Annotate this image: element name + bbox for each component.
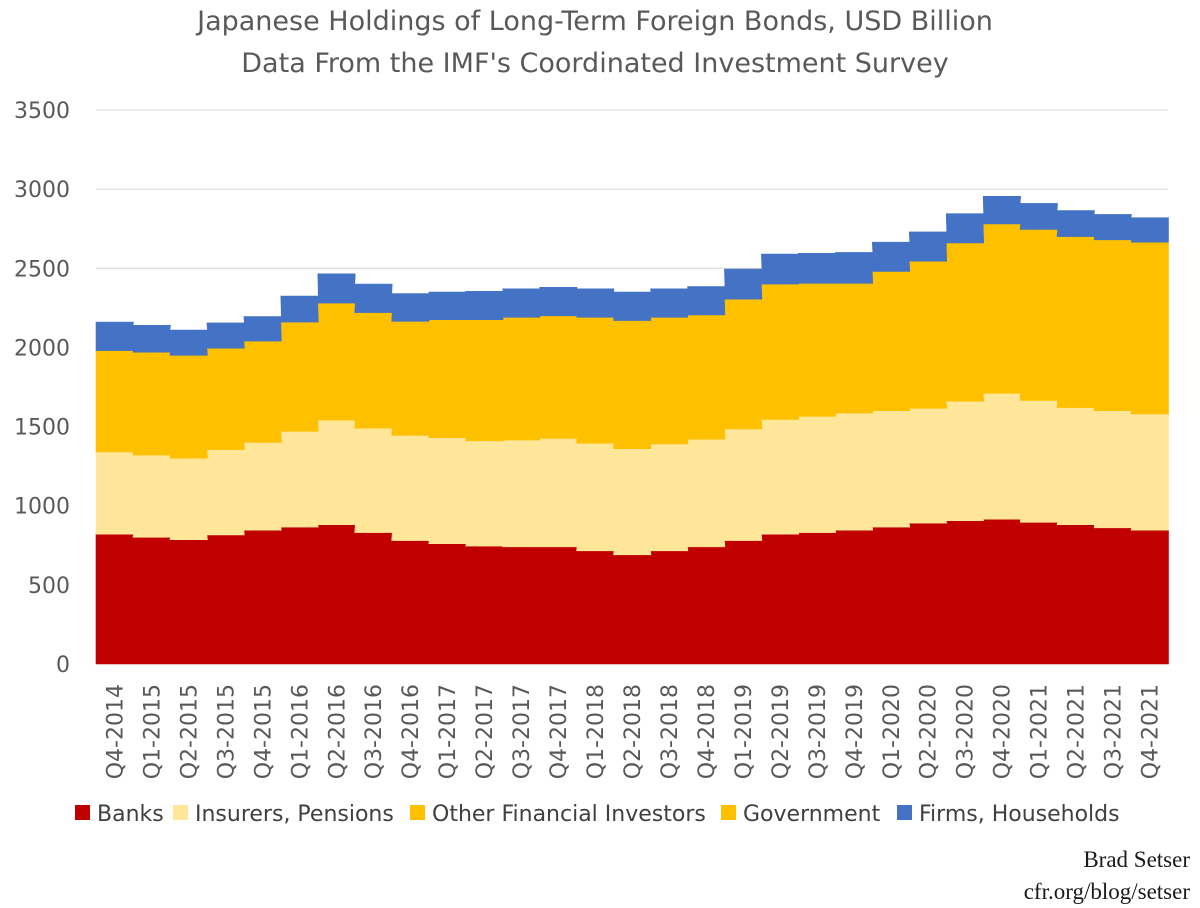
y-tick-label: 1000 [14,495,70,520]
x-tick-label: Q1-2017 [436,684,461,779]
legend-swatch-insurers-pensions [173,805,188,820]
x-tick-label: Q1-2021 [1028,684,1053,779]
legend-label-firms-households: Firms, Households [919,802,1120,827]
chart-subtitle: Data From the IMF's Coordinated Investme… [241,48,948,79]
legend-label-government: Government [743,802,881,827]
x-tick-label: Q3-2017 [510,684,535,779]
legend-label-insurers-pensions: Insurers, Pensions [195,802,394,827]
x-tick-label: Q2-2015 [177,684,202,779]
x-tick-label: Q4-2018 [695,684,720,779]
legend-swatch-government [721,805,736,820]
area-firms-households [95,195,1169,356]
x-tick-label: Q2-2020 [917,684,942,779]
y-tick-label: 500 [28,574,70,599]
y-axis: 0 500 1000 1500 2000 2500 3000 3500 [14,99,70,678]
x-tick-label: Q3-2021 [1102,684,1127,779]
chart-title: Japanese Holdings of Long-Term Foreign B… [195,6,993,37]
x-tick-label: Q3-2016 [362,684,387,779]
legend-swatch-firms-households [897,805,912,820]
x-tick-label: Q3-2020 [954,684,979,779]
x-tick-label: Q4-2017 [547,684,572,779]
x-tick-label: Q4-2014 [103,684,128,779]
x-tick-label: Q4-2016 [399,684,424,779]
y-tick-label: 2000 [14,336,70,361]
x-tick-label: Q2-2021 [1065,684,1090,779]
x-tick-label: Q2-2019 [769,684,794,779]
x-tick-label: Q1-2016 [288,684,313,779]
x-tick-label: Q3-2019 [806,684,831,779]
y-tick-label: 3000 [14,178,70,203]
y-tick-label: 1500 [14,416,70,441]
legend-label-banks: Banks [97,802,164,827]
legend-label-other-financial-investors: Other Financial Investors [432,802,706,827]
y-tick-label: 3500 [14,99,70,124]
x-tick-label: Q1-2018 [584,684,609,779]
x-tick-label: Q4-2019 [843,684,868,779]
x-tick-label: Q3-2015 [214,684,239,779]
x-tick-label: Q4-2015 [251,684,276,779]
credit-source: cfr.org/blog/setser [1024,879,1191,904]
x-tick-label: Q2-2018 [621,684,646,779]
legend-swatch-banks [75,805,90,820]
credit-author: Brad Setser [1083,847,1190,872]
x-tick-label: Q2-2017 [473,684,498,779]
y-tick-label: 2500 [14,257,70,282]
legend-swatch-other-financial-investors [410,805,425,820]
x-tick-label: Q3-2018 [658,684,683,779]
legend: Banks Insurers, Pensions Other Financial I… [75,802,1120,827]
x-tick-label: Q4-2021 [1139,684,1164,779]
x-axis: Q4-2014 Q1-2015 Q2-2015 Q3-2015 Q4-2015 Q1-20… [103,684,1163,779]
plot-area [95,195,1169,665]
x-tick-label: Q4-2020 [991,684,1016,779]
x-tick-label: Q2-2016 [325,684,350,779]
y-tick-label: 0 [56,653,70,678]
x-tick-label: Q1-2015 [140,684,165,779]
x-tick-label: Q1-2019 [732,684,757,779]
x-tick-label: Q1-2020 [880,684,905,779]
